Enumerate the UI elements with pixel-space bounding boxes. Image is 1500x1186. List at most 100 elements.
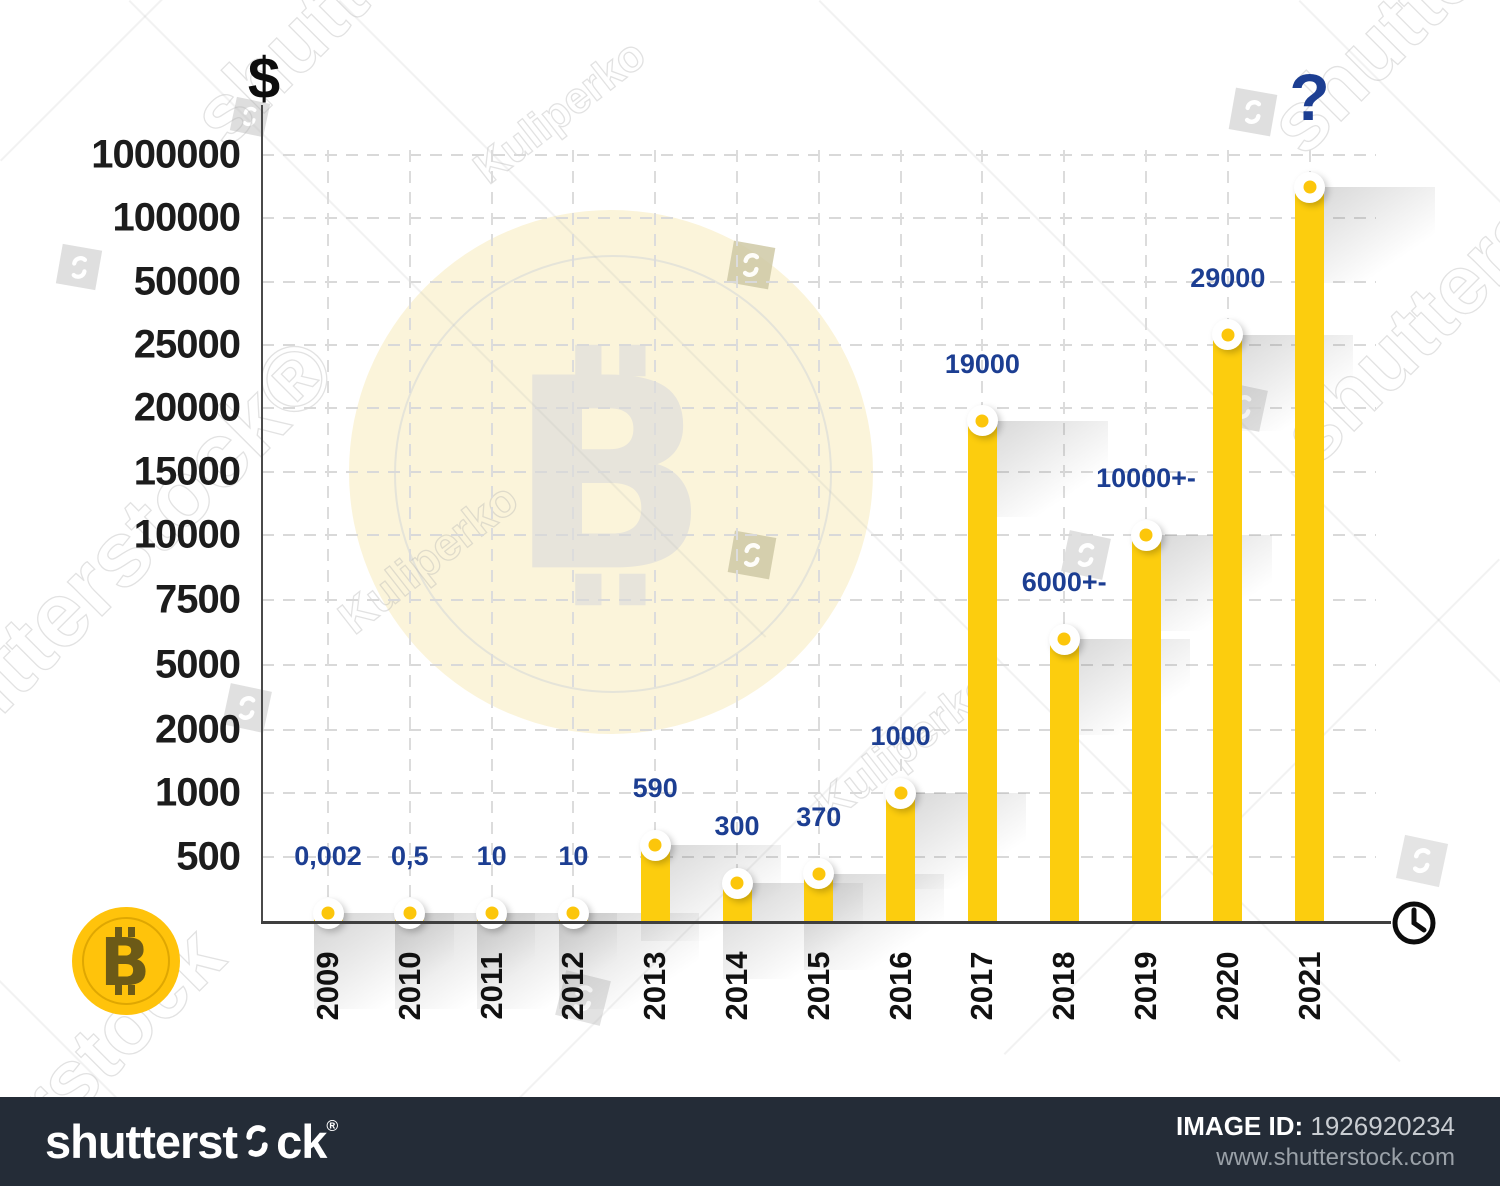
logo-text-right: ck bbox=[276, 1115, 327, 1168]
bar-marker-dot bbox=[321, 906, 335, 920]
gridline-vertical bbox=[736, 150, 738, 922]
svg-text:B: B bbox=[100, 924, 150, 1001]
x-axis-year-label-2015: 2015 bbox=[800, 951, 836, 1021]
x-axis-year-label-2013: 2013 bbox=[637, 951, 673, 1021]
bar-marker-dot bbox=[1221, 328, 1235, 342]
x-axis-year-label-2021: 2021 bbox=[1291, 951, 1327, 1021]
svg-text:B: B bbox=[508, 335, 710, 615]
author-watermark-text: Kuliperko bbox=[464, 29, 655, 194]
x-axis-year-label-2012: 2012 bbox=[555, 951, 591, 1021]
value-label-2019: 10000+- bbox=[1096, 463, 1196, 493]
value-label-2018: 6000+- bbox=[1021, 567, 1107, 597]
bar-2019 bbox=[1131, 535, 1161, 922]
bar-2020 bbox=[1213, 334, 1243, 922]
bitcoin-coin-icon: B bbox=[72, 907, 180, 1015]
bar-marker-2020 bbox=[1212, 319, 1244, 351]
bar-shadow-2009 bbox=[313, 913, 454, 1009]
shutterstock-mark-icon bbox=[555, 970, 611, 1026]
x-axis-year-label-2009: 2009 bbox=[310, 951, 345, 1021]
shutterstock-logo: shutterst ck ® bbox=[45, 1114, 338, 1169]
bar-marker-2021 bbox=[1294, 171, 1326, 203]
x-axis-line bbox=[261, 921, 1391, 924]
logo-text-left: shutterst bbox=[45, 1115, 238, 1168]
shutterstock-mark-icon bbox=[246, 1125, 268, 1157]
bitcoin-watermark-ring bbox=[394, 255, 832, 693]
value-label-2013: 590 bbox=[632, 773, 678, 804]
registered-mark: ® bbox=[326, 1118, 338, 1135]
bar-marker-2017 bbox=[966, 405, 998, 437]
y-axis-tick-label: 1000 bbox=[155, 770, 241, 815]
clock-icon bbox=[1392, 901, 1436, 945]
bitcoin-watermark-symbol: B bbox=[508, 335, 710, 615]
bar-marker-2015 bbox=[803, 858, 835, 890]
shutterstock-mark-icon bbox=[229, 96, 271, 138]
value-label-2010: 0,5 bbox=[391, 841, 429, 871]
bar-marker-2016 bbox=[885, 777, 917, 809]
bar-shadow-2012 bbox=[558, 913, 699, 1009]
x-axis-year-label-2019: 2019 bbox=[1128, 951, 1163, 1021]
gridline-vertical bbox=[899, 150, 902, 922]
gridline-vertical bbox=[654, 150, 657, 922]
shutterstock-mark-icon bbox=[222, 683, 272, 733]
y-axis-tick-label: 10000 bbox=[133, 512, 241, 557]
shutterstock-mark-icon bbox=[1395, 834, 1449, 888]
x-axis-year-label-2011: 2011 bbox=[473, 952, 509, 1020]
y-axis-tick-label: 1000000 bbox=[91, 132, 241, 177]
bar-marker-2014 bbox=[721, 867, 753, 899]
bar-marker-dot bbox=[812, 867, 826, 881]
watermark-diagonal-line bbox=[900, 0, 902, 2]
shutterstock-mark-icon bbox=[727, 530, 777, 580]
bar-2021 bbox=[1295, 187, 1325, 922]
value-label-2011: 10 bbox=[476, 841, 507, 871]
gridline-vertical bbox=[327, 150, 329, 922]
bar-2018 bbox=[1049, 639, 1079, 922]
bar-marker-dot bbox=[485, 906, 499, 920]
value-label-2014: 300 bbox=[714, 811, 760, 841]
y-axis-tick-label: 20000 bbox=[133, 385, 241, 430]
bar-marker-2019 bbox=[1130, 519, 1162, 551]
y-axis-tick-label: 100000 bbox=[112, 195, 241, 240]
shutterstock-watermark-text: shutterstock bbox=[1249, 0, 1500, 173]
bar-marker-dot bbox=[1303, 180, 1317, 194]
bar-shadow-2011 bbox=[477, 913, 618, 1009]
bar-marker-dot bbox=[975, 414, 989, 428]
x-axis-year-label-2010: 2010 bbox=[391, 951, 427, 1021]
x-axis-year-label-2020: 2020 bbox=[1209, 951, 1245, 1021]
value-label-2012: 10 bbox=[558, 841, 589, 871]
y-axis-tick-label: 50000 bbox=[133, 259, 241, 304]
value-label-2017: 19000 bbox=[944, 348, 1020, 379]
bar-marker-2013 bbox=[639, 829, 671, 861]
value-label-2016: 1000 bbox=[870, 721, 931, 751]
gridline-vertical bbox=[408, 150, 411, 922]
bar-marker-dot bbox=[403, 906, 417, 920]
gridline-vertical bbox=[572, 150, 575, 922]
image-id: IMAGE ID: 1926920234 bbox=[1176, 1110, 1455, 1143]
shutterstock-mark-icon bbox=[55, 243, 103, 291]
value-label-2021: ? bbox=[1289, 60, 1330, 134]
gridline-vertical bbox=[1063, 150, 1066, 922]
shutterstock-mark-icon bbox=[726, 240, 776, 290]
y-axis-tick-label: 25000 bbox=[133, 322, 241, 367]
y-axis-tick-label: 7500 bbox=[155, 577, 241, 622]
value-label-2015: 370 bbox=[796, 801, 842, 832]
gridline-vertical bbox=[490, 150, 493, 922]
image-id-value: 1926920234 bbox=[1310, 1111, 1455, 1142]
image-id-label: IMAGE ID: bbox=[1176, 1111, 1304, 1142]
shutterstock-mark-icon bbox=[1228, 87, 1278, 137]
bar-marker-dot bbox=[894, 786, 908, 800]
x-axis-year-label-2014: 2014 bbox=[719, 951, 754, 1021]
website-url: www.shutterstock.com bbox=[1216, 1143, 1455, 1171]
bar-marker-dot bbox=[1057, 632, 1071, 646]
y-axis-currency-label: $ bbox=[247, 46, 281, 111]
value-label-2020: 29000 bbox=[1190, 262, 1266, 293]
y-axis-tick-label: 2000 bbox=[155, 707, 241, 752]
bar-marker-2018 bbox=[1048, 623, 1080, 655]
x-axis-year-label-2016: 2016 bbox=[882, 951, 918, 1021]
bar-shadow-2010 bbox=[395, 913, 536, 1009]
y-axis-line bbox=[261, 105, 263, 923]
value-label-2009: 0,002 bbox=[294, 841, 362, 871]
bar-marker-dot bbox=[730, 876, 744, 890]
y-axis-tick-label: 500 bbox=[176, 834, 241, 879]
bar-marker-dot bbox=[1139, 528, 1153, 542]
